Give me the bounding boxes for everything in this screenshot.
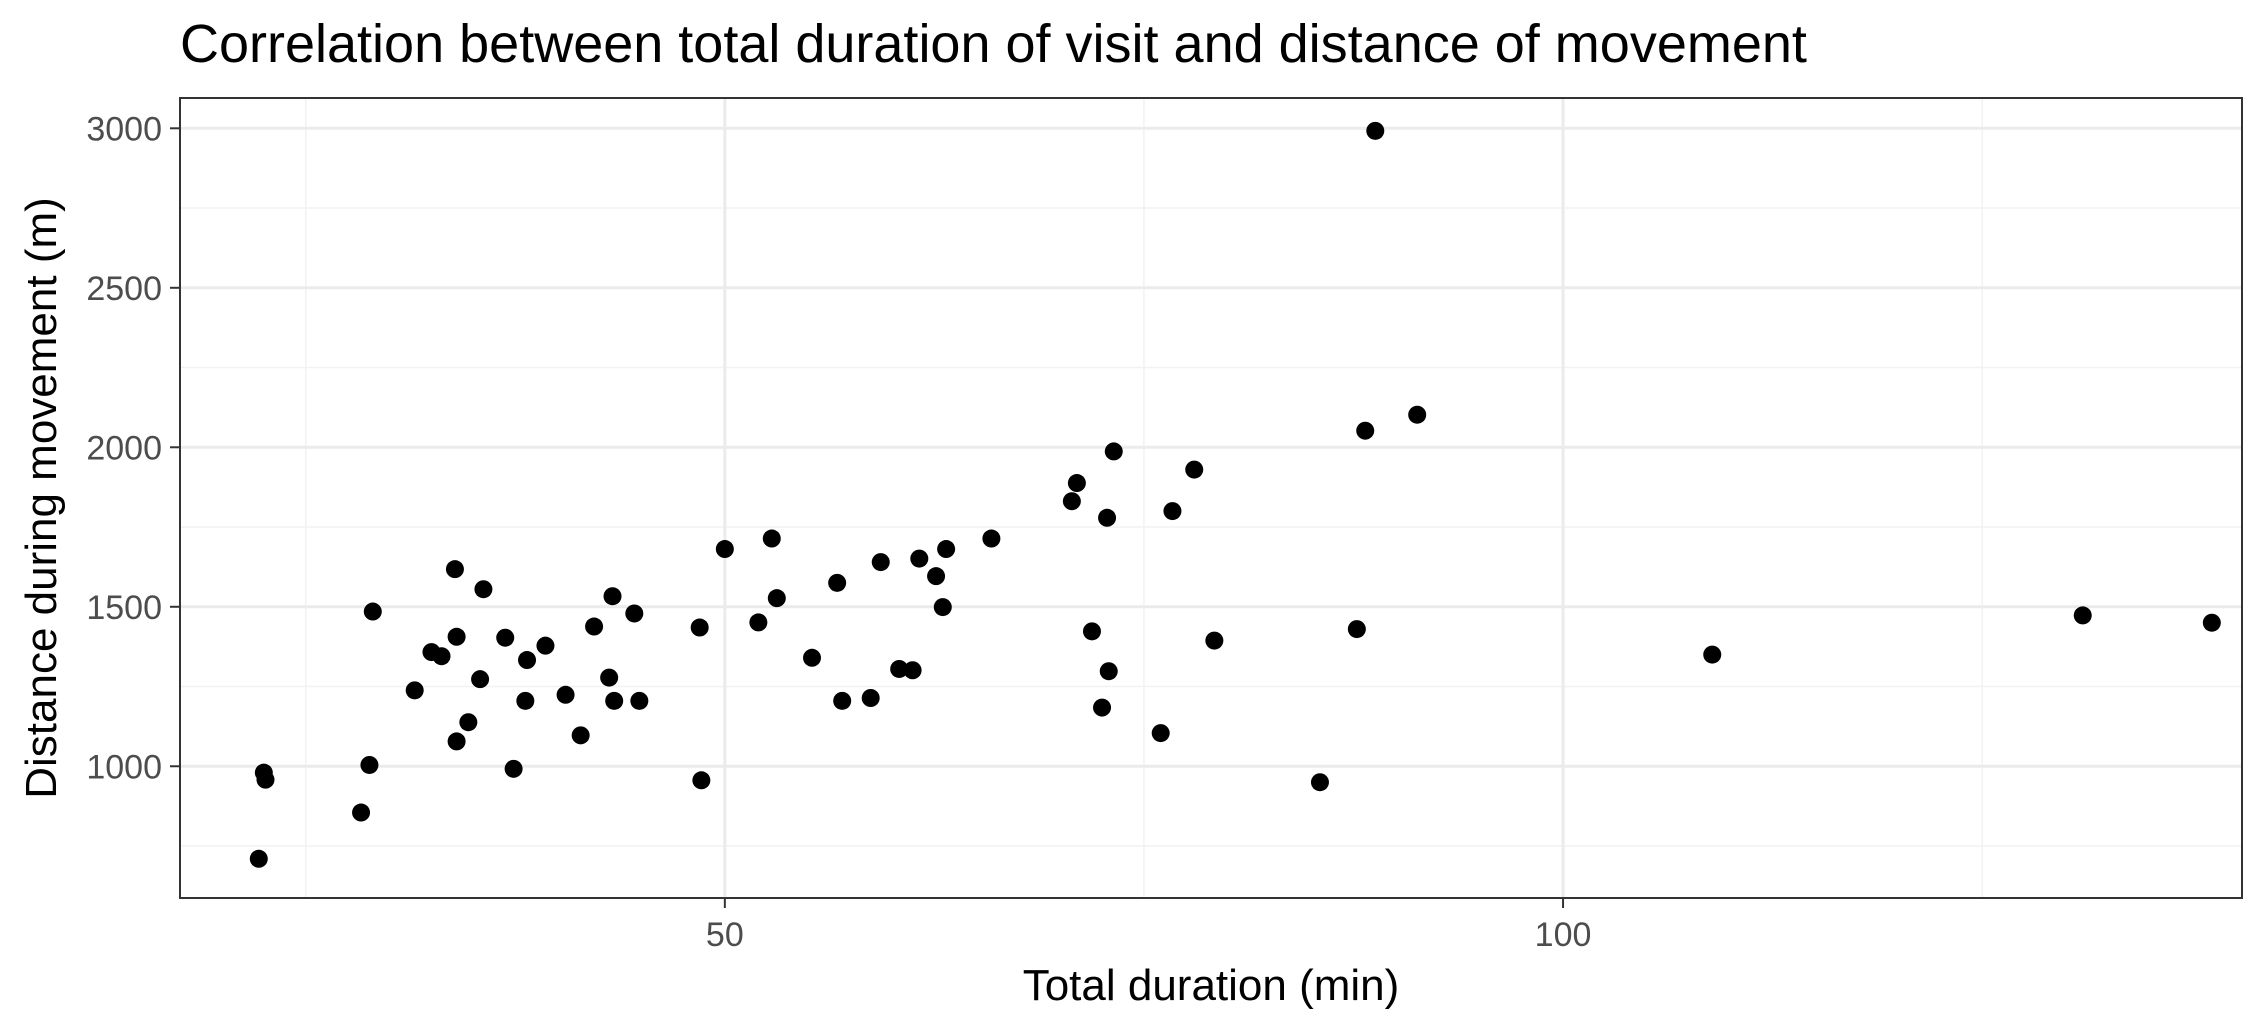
scatter-point xyxy=(1067,474,1086,493)
scatter-point xyxy=(690,618,709,637)
y-tick-label: 3000 xyxy=(86,110,162,148)
scatter-point xyxy=(405,681,424,700)
scatter-point xyxy=(833,691,852,710)
y-tick-label: 1500 xyxy=(86,589,162,627)
scatter-point xyxy=(861,689,880,707)
scatter-point xyxy=(249,849,268,868)
scatter-point xyxy=(605,691,624,710)
axis-tick-labels: 50 100 1000 1500 2000 2500 3000 xyxy=(86,110,1591,954)
scatter-point xyxy=(803,648,822,667)
scatter-point xyxy=(871,553,890,572)
scatter-point xyxy=(1185,460,1204,479)
scatter-point xyxy=(927,567,946,586)
scatter-point xyxy=(459,713,478,732)
scatter-point xyxy=(352,803,371,822)
scatter-point xyxy=(1703,645,1722,664)
y-tick-label: 2500 xyxy=(86,270,162,308)
scatter-point xyxy=(256,770,275,789)
scatter-point xyxy=(1205,631,1224,650)
y-tick-label: 2000 xyxy=(86,429,162,467)
scatter-point xyxy=(715,540,734,559)
scatter-point xyxy=(1104,442,1123,461)
scatter-point xyxy=(1062,492,1081,511)
minor-gridlines xyxy=(180,98,2242,898)
y-axis-title: Distance during movement (m) xyxy=(17,197,66,799)
scatter-point xyxy=(1099,662,1118,681)
scatter-point xyxy=(937,540,956,559)
scatter-point xyxy=(518,651,537,670)
scatter-point xyxy=(1310,773,1329,792)
scatter-point xyxy=(471,670,490,689)
scatter-point xyxy=(1366,121,1385,140)
scatter-point xyxy=(1151,724,1170,743)
major-gridlines xyxy=(180,98,2242,898)
scatter-point xyxy=(767,589,786,608)
chart-title: Correlation between total duration of vi… xyxy=(180,14,1807,74)
scatter-point xyxy=(749,613,768,632)
scatter-point xyxy=(890,659,909,678)
scatter-point xyxy=(1098,508,1117,527)
scatter-point xyxy=(496,628,515,647)
scatter-point xyxy=(1093,698,1112,717)
scatter-point xyxy=(536,636,555,655)
scatter-point xyxy=(1082,622,1101,641)
scatter-point xyxy=(903,661,922,680)
scatter-point xyxy=(1347,620,1366,639)
data-points xyxy=(249,121,2221,868)
scatter-point xyxy=(982,529,1001,548)
scatter-point xyxy=(585,617,604,636)
scatter-point xyxy=(2073,606,2092,625)
scatter-point xyxy=(556,685,575,704)
x-axis-title: Total duration (min) xyxy=(1023,961,1400,1010)
scatter-point xyxy=(910,549,929,568)
scatter-point xyxy=(692,771,711,790)
x-tick-label: 100 xyxy=(1535,916,1592,954)
scatter-point xyxy=(474,580,493,599)
scatter-point xyxy=(625,604,644,623)
scatter-point xyxy=(571,726,590,745)
plot-panel-background xyxy=(180,98,2242,898)
plot-panel-border xyxy=(179,97,2243,899)
scatter-point xyxy=(2202,613,2221,632)
scatter-point xyxy=(363,602,382,621)
scatter-point xyxy=(762,529,781,548)
scatter-point xyxy=(603,587,622,606)
scatter-point xyxy=(828,573,847,592)
scatter-point xyxy=(360,755,379,774)
x-tick-label: 50 xyxy=(706,916,744,954)
y-tick-label: 1000 xyxy=(86,748,162,786)
scatter-point xyxy=(1356,421,1375,440)
scatter-point xyxy=(432,647,451,666)
scatter-point xyxy=(447,732,466,751)
scatter-point xyxy=(445,560,464,579)
scatter-point xyxy=(1163,502,1182,521)
scatter-point xyxy=(630,691,649,710)
scatter-point xyxy=(447,627,466,646)
scatter-point xyxy=(600,668,619,687)
scatter-point xyxy=(516,691,535,710)
scatter-point xyxy=(1408,405,1427,424)
scatter-point xyxy=(933,598,952,617)
axis-ticks xyxy=(170,127,1565,908)
scatter-point xyxy=(504,759,523,778)
